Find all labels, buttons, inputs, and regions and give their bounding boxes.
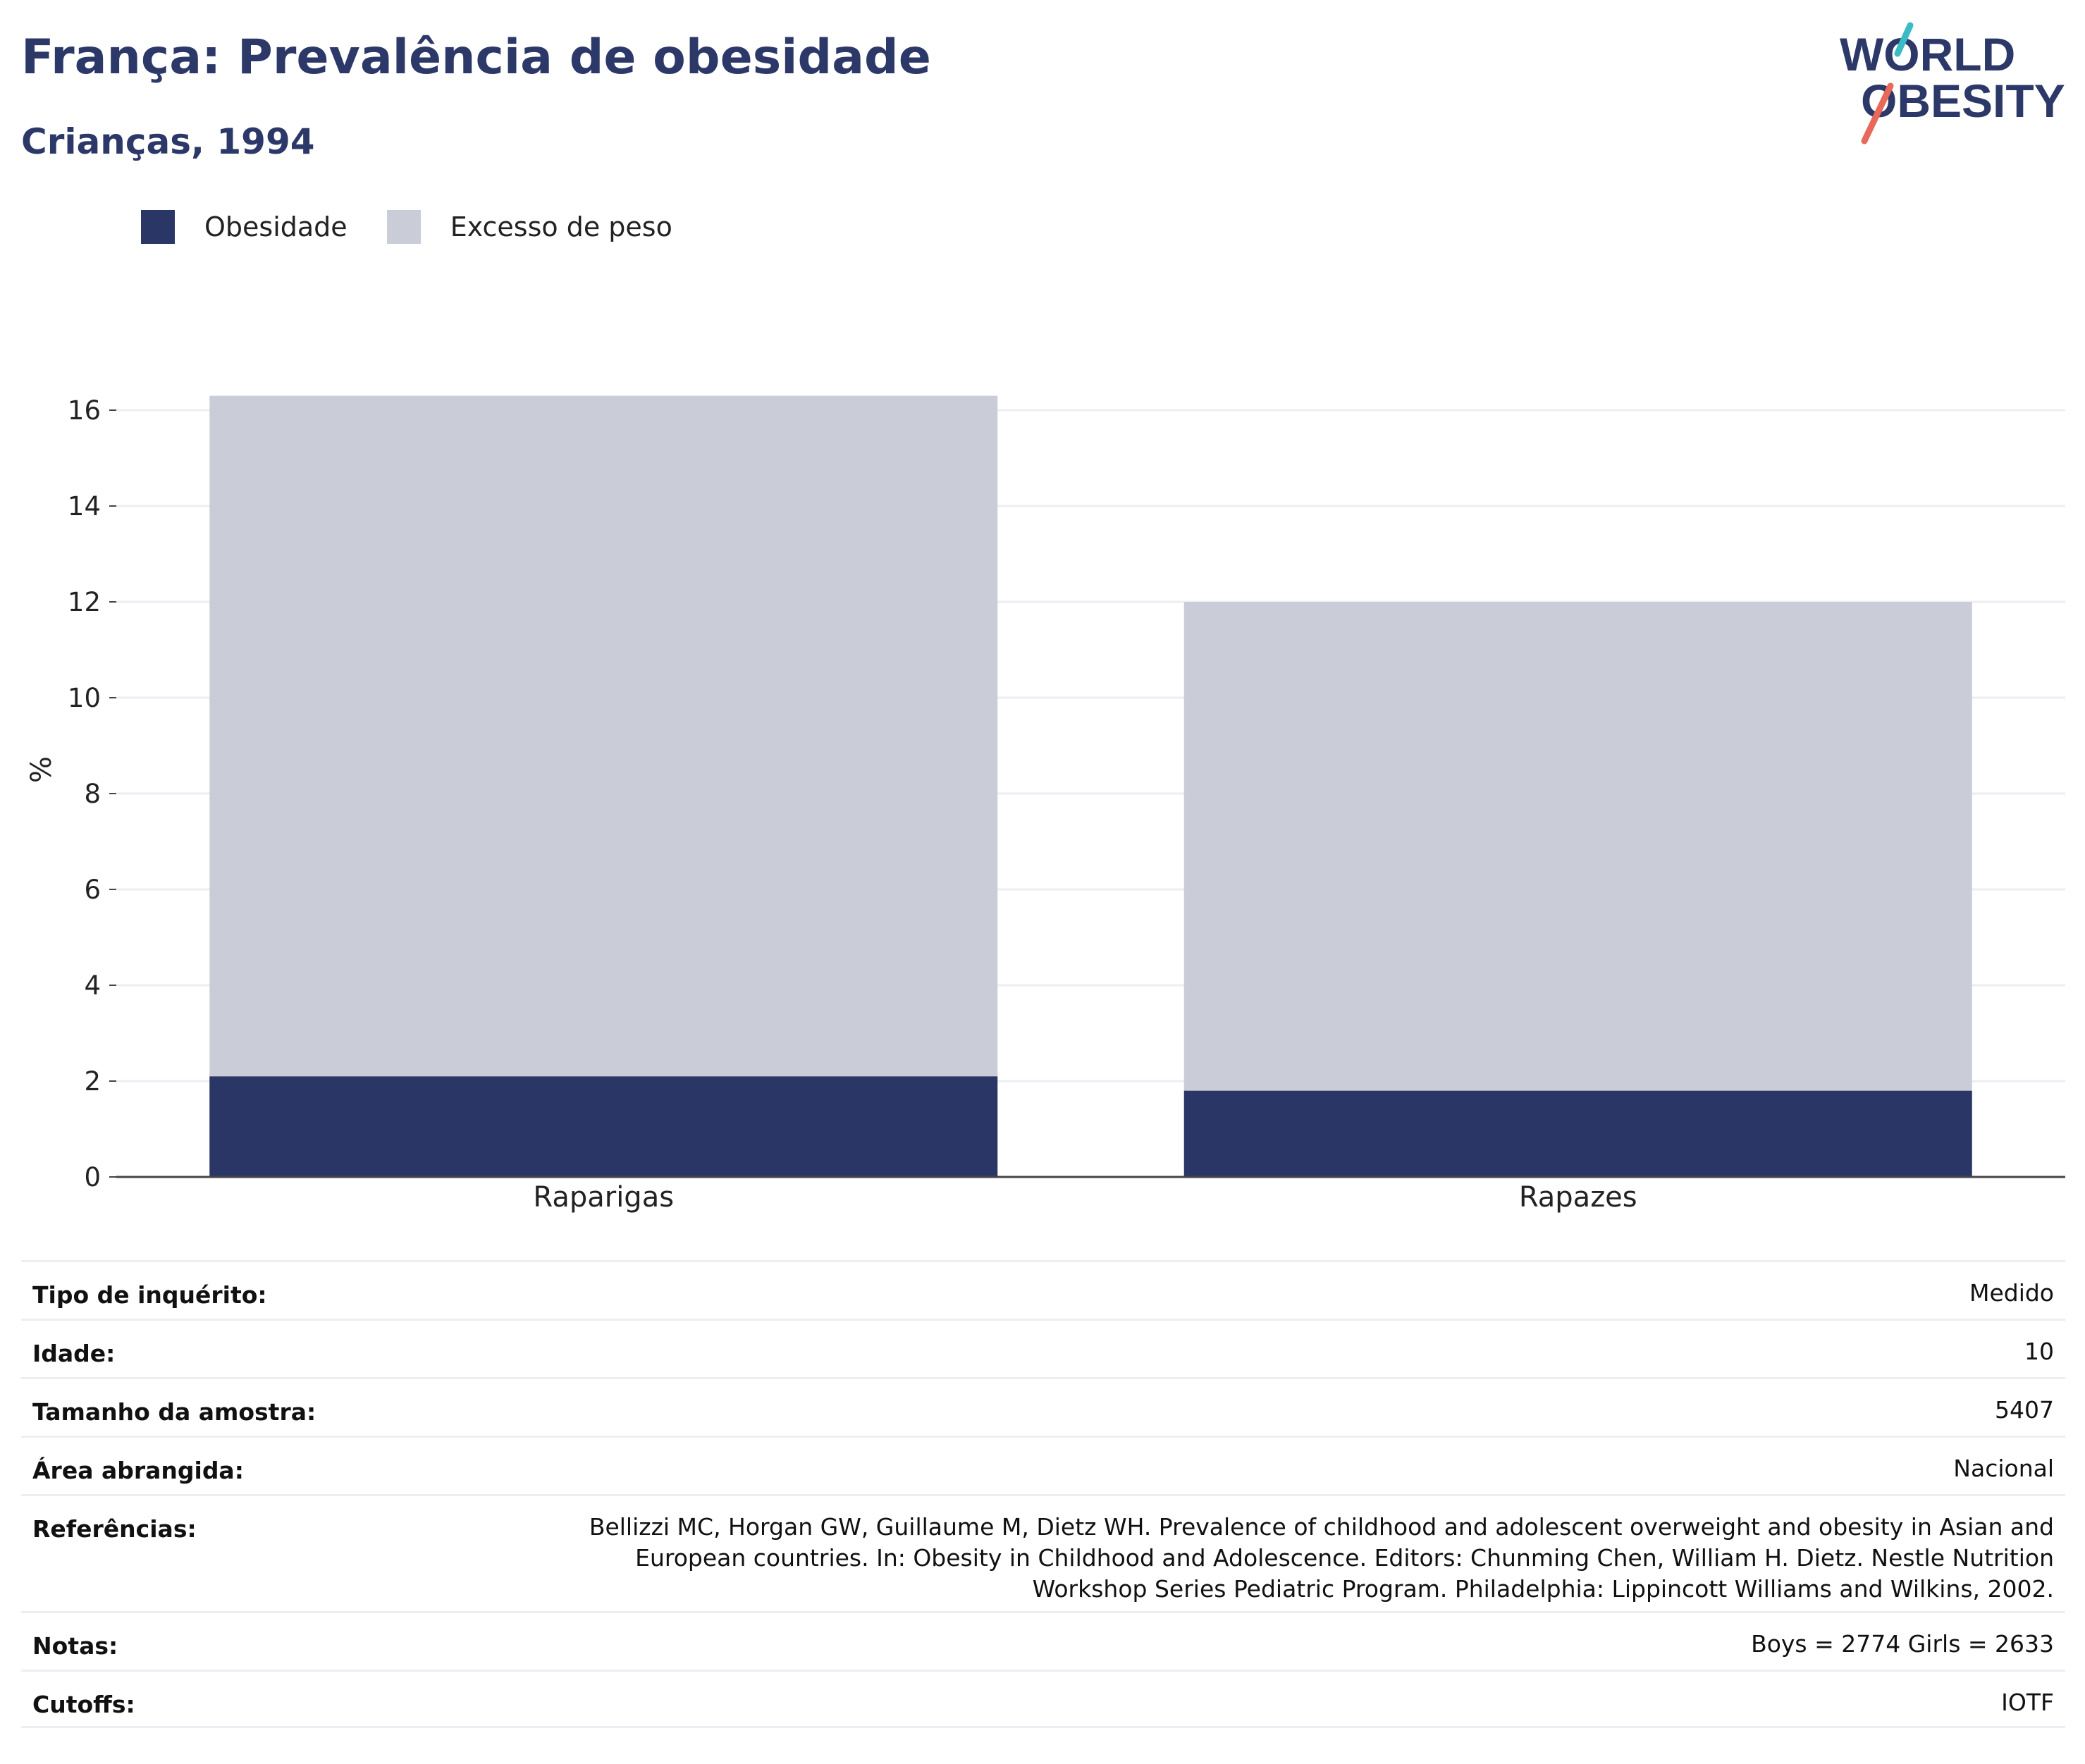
logo-slash-red (1861, 82, 1894, 144)
y-tick-label: 16 (68, 395, 101, 426)
y-tick-label: 2 (84, 1066, 101, 1097)
legend: Obesidade Excesso de peso (141, 210, 712, 244)
meta-key: Cutoffs: (32, 1691, 135, 1718)
meta-row: Área abrangida: Nacional (21, 1436, 2065, 1494)
meta-key: Tipo de inquérito: (32, 1281, 267, 1309)
survey-metadata-table: Tipo de inquérito: Medido Idade: 10 Tamanho … (21, 1260, 2065, 1728)
chart-subtitle: Crianças, 1994 (21, 121, 315, 162)
meta-row: Idade: 10 (21, 1319, 2065, 1377)
meta-value: Bellizzi MC, Horgan GW, Guillaume M, Die… (589, 1513, 2054, 1603)
logo-slash-teal (1894, 22, 1914, 57)
y-tick-label: 10 (68, 683, 101, 713)
meta-value: 10 (2024, 1338, 2054, 1365)
legend-swatch-overweight (386, 210, 421, 244)
logo-line1: WORLD (1840, 28, 2015, 80)
meta-key: Idade: (32, 1340, 116, 1367)
y-tick-label: 14 (68, 491, 101, 522)
bar-obesity-raparigas (209, 1076, 998, 1177)
bar-overweight-raparigas (209, 395, 998, 1077)
y-tick-label: 8 (84, 779, 101, 809)
meta-row: Cutoffs: IOTF (21, 1670, 2065, 1728)
meta-value: Medido (1969, 1279, 2054, 1307)
y-tick-label: 12 (68, 587, 101, 617)
y-axis-label: % (25, 756, 58, 783)
legend-label-overweight: Excesso de peso (450, 211, 672, 242)
meta-value: 5407 (1995, 1396, 2054, 1424)
meta-row: Referências: Bellizzi MC, Horgan GW, Guil… (21, 1494, 2065, 1611)
legend-item-overweight[interactable]: Excesso de peso (386, 210, 672, 244)
y-tick-label: 0 (84, 1162, 101, 1192)
meta-value: Boys = 2774 Girls = 2633 (1751, 1630, 2054, 1658)
meta-key: Notas: (32, 1632, 118, 1660)
y-tick-label: 6 (84, 875, 101, 905)
bar-obesity-rapazes (1183, 1090, 1972, 1177)
meta-row: Notas: Boys = 2774 Girls = 2633 (21, 1611, 2065, 1670)
meta-value: IOTF (2001, 1689, 2054, 1716)
meta-key: Referências: (32, 1515, 197, 1543)
legend-item-obesity[interactable]: Obesidade (141, 210, 348, 244)
meta-value: Nacional (1953, 1455, 2054, 1482)
legend-label-obesity: Obesidade (204, 211, 348, 242)
world-obesity-logo: WORLD OBESITY (1840, 22, 2065, 144)
bar-chart: 0 2 4 6 8 10 12 14 16% Raparigas Rapazes (25, 395, 2065, 1214)
bar-overweight-rapazes (1183, 602, 1972, 1091)
legend-swatch-obesity (141, 210, 175, 244)
meta-key: Área abrangida: (32, 1457, 244, 1484)
y-tick-label: 4 (84, 970, 101, 1001)
meta-row: Tamanho da amostra: 5407 (21, 1377, 2065, 1436)
meta-key: Tamanho da amostra: (32, 1398, 316, 1426)
chart-title: França: Prevalência de obesidade (21, 30, 931, 85)
x-tick-label: Raparigas (533, 1181, 674, 1214)
meta-row: Tipo de inquérito: Medido (21, 1260, 2065, 1319)
logo-line2: OBESITY (1861, 75, 2065, 127)
x-tick-label: Rapazes (1519, 1181, 1637, 1214)
